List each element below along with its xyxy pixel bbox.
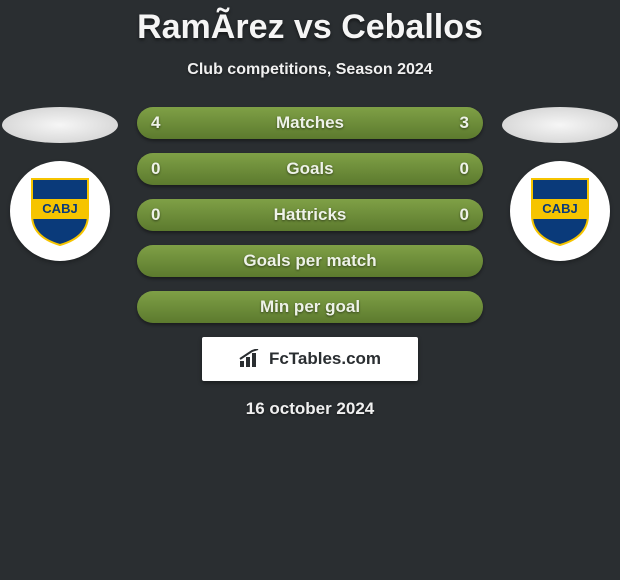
comparison-panel: CABJ CABJ 4 Matches 3 0 Goals 0 0 Hat: [0, 107, 620, 419]
bar-chart-icon: [239, 349, 263, 369]
player-right-column: CABJ: [500, 107, 620, 261]
stat-label: Goals: [286, 159, 333, 179]
player-left-club-logo: CABJ: [10, 161, 110, 261]
stat-right-value: 0: [460, 205, 469, 225]
player-left-column: CABJ: [0, 107, 120, 261]
player-right-club-logo: CABJ: [510, 161, 610, 261]
stat-label: Matches: [276, 113, 344, 133]
date-text: 16 october 2024: [0, 399, 620, 419]
stat-bars: 4 Matches 3 0 Goals 0 0 Hattricks 0 Goal…: [137, 107, 483, 323]
stat-left-value: 0: [151, 159, 160, 179]
stat-bar-matches: 4 Matches 3: [137, 107, 483, 139]
stat-bar-min-per-goal: Min per goal: [137, 291, 483, 323]
stat-right-value: 0: [460, 159, 469, 179]
stat-label: Min per goal: [260, 297, 360, 317]
stat-bar-hattricks: 0 Hattricks 0: [137, 199, 483, 231]
club-shield-icon: CABJ: [28, 175, 92, 247]
club-shield-icon: CABJ: [528, 175, 592, 247]
stat-label: Hattricks: [274, 205, 347, 225]
subtitle: Club competitions, Season 2024: [0, 61, 620, 79]
stat-bar-goals: 0 Goals 0: [137, 153, 483, 185]
club-shield-text: CABJ: [542, 201, 577, 216]
club-shield-text: CABJ: [42, 201, 77, 216]
stat-left-value: 0: [151, 205, 160, 225]
page-title: RamÃ­rez vs Ceballos: [0, 0, 620, 47]
player-right-avatar-placeholder: [502, 107, 618, 143]
stat-bar-goals-per-match: Goals per match: [137, 245, 483, 277]
brand-badge: FcTables.com: [202, 337, 418, 381]
stat-left-value: 4: [151, 113, 160, 133]
stat-label: Goals per match: [243, 251, 376, 271]
brand-text: FcTables.com: [269, 349, 381, 369]
stat-right-value: 3: [460, 113, 469, 133]
player-left-avatar-placeholder: [2, 107, 118, 143]
